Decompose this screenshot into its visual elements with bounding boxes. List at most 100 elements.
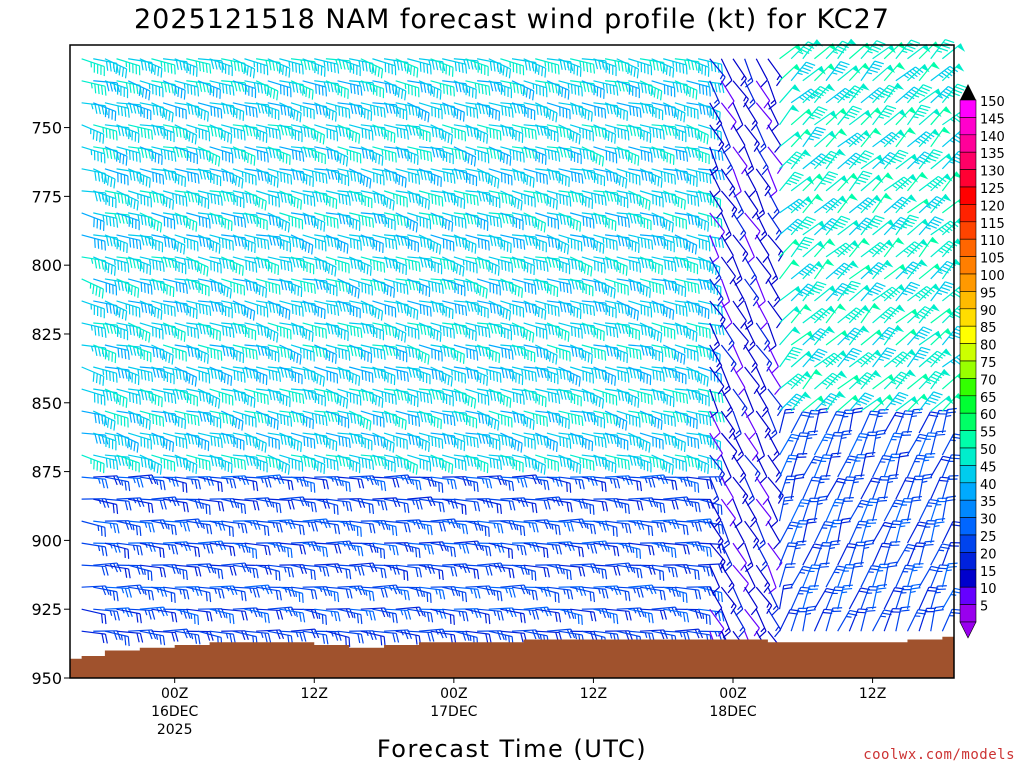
barb-full: [129, 258, 133, 268]
barb-full: [132, 83, 136, 94]
barb-full: [136, 84, 139, 95]
barb-full: [97, 151, 99, 162]
barb-full: [147, 129, 150, 139]
barb-full: [93, 217, 95, 228]
barb-half: [125, 324, 128, 331]
barb-full: [103, 153, 106, 164]
wind-barb: [93, 454, 119, 470]
barb-full: [105, 128, 108, 138]
wind-barb: [127, 80, 151, 101]
wind-barb: [104, 300, 128, 321]
barb-half: [102, 194, 104, 200]
barb-full: [139, 613, 142, 624]
barb-full: [101, 546, 105, 556]
barb-full: [144, 303, 148, 314]
barb-half: [90, 103, 94, 110]
barb-staff: [116, 542, 141, 547]
barb-staff: [128, 234, 153, 238]
wind-barb: [81, 608, 107, 625]
barb-staff: [116, 520, 141, 528]
barb-half: [121, 587, 125, 594]
barb-full: [135, 152, 138, 162]
barb-half: [109, 523, 113, 529]
barb-staff: [93, 454, 117, 462]
barb-half: [113, 62, 115, 69]
barb-staff: [116, 102, 141, 106]
barb-half: [125, 61, 128, 68]
barb-full: [101, 289, 104, 299]
barb-staff: [116, 608, 141, 615]
barb-full: [100, 152, 103, 163]
barb-full: [115, 152, 118, 162]
barb-full: [102, 134, 105, 144]
wind-barb: [81, 124, 105, 144]
barb-full: [115, 285, 118, 296]
barb-full: [139, 395, 141, 405]
barb-full: [94, 171, 97, 181]
wind-barb: [93, 344, 117, 364]
barb-staff: [81, 190, 106, 194]
barb-full: [121, 281, 124, 292]
wind-barb: [104, 212, 132, 225]
barb-full: [106, 418, 110, 428]
barb-full: [120, 194, 124, 204]
barb-half: [97, 478, 101, 484]
barb-full: [124, 194, 127, 205]
barb-staff: [93, 608, 118, 612]
barb-full: [116, 218, 119, 228]
barb-staff: [116, 124, 140, 134]
barb-staff: [93, 432, 117, 442]
barb-staff: [81, 234, 105, 242]
barb-full: [109, 149, 113, 159]
barb-half: [102, 369, 105, 376]
barb-full: [132, 305, 134, 316]
barb-full: [148, 178, 151, 188]
wind-barb: [81, 454, 105, 474]
barb-half: [98, 498, 102, 505]
barb-full: [96, 218, 99, 229]
barb-half: [90, 346, 94, 352]
barb-full: [149, 265, 152, 276]
barb-full: [140, 107, 142, 117]
barb-full: [109, 371, 111, 381]
barb-staff: [116, 584, 141, 588]
barb-full: [136, 632, 140, 643]
barb-full: [138, 328, 141, 339]
barb-half: [109, 590, 112, 596]
barb-full: [128, 588, 132, 598]
barb-staff: [81, 102, 106, 107]
barb-half: [113, 259, 116, 265]
wind-barb: [104, 410, 129, 428]
barb-full: [146, 351, 149, 362]
wind-barb: [104, 234, 128, 254]
barb-staff: [93, 234, 118, 239]
barb-full: [97, 346, 101, 357]
barb-full: [94, 104, 98, 114]
barb-full: [112, 284, 114, 295]
barb-full: [116, 239, 119, 250]
barb-staff: [81, 124, 104, 135]
barb-staff: [104, 124, 129, 129]
barb-staff: [93, 344, 116, 355]
barb-half: [89, 283, 92, 289]
barb-full: [126, 88, 129, 99]
barb-staff: [104, 300, 127, 312]
barb-full: [121, 368, 125, 379]
wind-barb: [127, 344, 152, 363]
wind-barb: [93, 366, 118, 383]
barb-full: [136, 478, 141, 488]
barb-staff: [104, 366, 129, 371]
barb-full: [112, 217, 115, 227]
barb-staff: [104, 498, 129, 502]
wind-barb: [116, 190, 139, 211]
wind-barb: [81, 388, 106, 406]
barb-full: [131, 373, 133, 383]
barb-full: [136, 200, 139, 211]
barb-full: [118, 65, 121, 76]
barb-staff: [93, 278, 117, 287]
barb-full: [135, 461, 137, 472]
barb-half: [125, 128, 127, 134]
barb-staff: [81, 344, 106, 349]
barb-full: [132, 413, 136, 424]
wind-barb: [81, 542, 108, 557]
